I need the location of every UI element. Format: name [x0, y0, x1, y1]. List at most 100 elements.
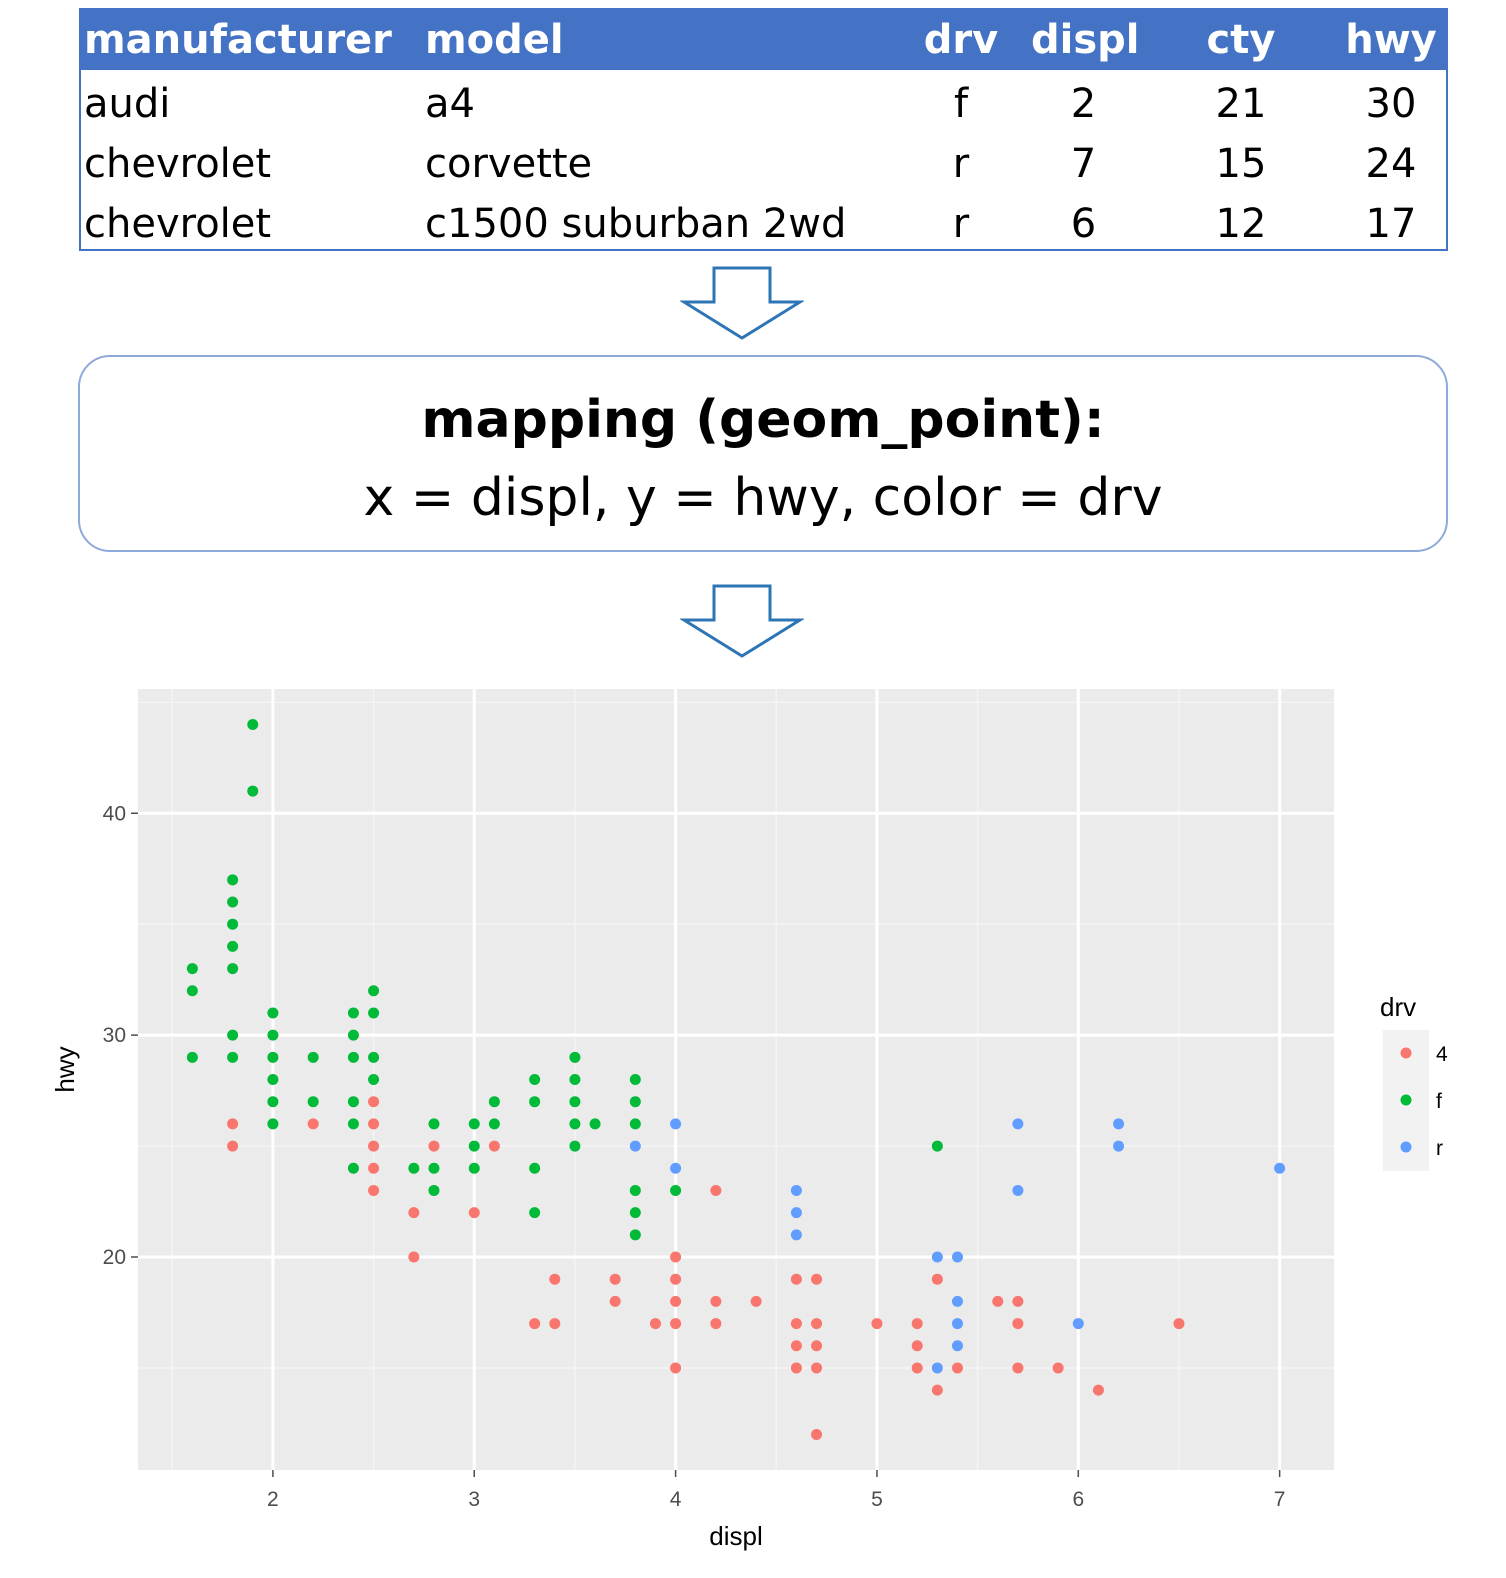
data-point-f — [629, 1207, 641, 1219]
data-point-f — [227, 874, 239, 886]
data-point-f — [347, 1051, 359, 1063]
data-point-4 — [468, 1207, 480, 1219]
data-point-4 — [670, 1251, 682, 1263]
legend: drv 4 f r — [1380, 992, 1448, 1171]
header-drv: drv — [923, 17, 999, 63]
legend-label: 4 — [1436, 1043, 1448, 1066]
data-point-r — [1012, 1118, 1024, 1130]
cell-drv: r — [952, 141, 970, 187]
data-point-f — [428, 1184, 440, 1196]
data-point-r — [951, 1295, 963, 1307]
data-point-4 — [790, 1340, 802, 1352]
table-row: chevrolet corvette r 7 15 24 — [81, 134, 1446, 194]
cell-hwy: 24 — [1365, 141, 1417, 187]
data-point-f — [529, 1162, 541, 1174]
down-arrow-icon — [680, 266, 804, 340]
data-point-4 — [811, 1362, 823, 1374]
y-axis-title: hwy — [50, 1046, 80, 1092]
data-point-4 — [408, 1207, 420, 1219]
data-point-4 — [1012, 1362, 1024, 1374]
data-point-f — [529, 1207, 541, 1219]
data-point-4 — [670, 1273, 682, 1285]
data-point-f — [408, 1162, 420, 1174]
data-point-4 — [790, 1318, 802, 1330]
data-point-f — [267, 1118, 279, 1130]
cell-hwy: 17 — [1365, 201, 1417, 247]
data-point-f — [569, 1140, 581, 1152]
data-point-f — [428, 1118, 440, 1130]
header-cty: cty — [1206, 17, 1276, 63]
data-point-f — [186, 963, 198, 975]
data-point-r — [790, 1207, 802, 1219]
data-point-r — [931, 1362, 943, 1374]
legend-title: drv — [1380, 992, 1416, 1022]
data-point-4 — [670, 1318, 682, 1330]
data-point-4 — [428, 1140, 440, 1152]
data-point-4 — [951, 1362, 963, 1374]
legend-label: f — [1436, 1090, 1442, 1113]
header-hwy: hwy — [1345, 17, 1437, 63]
data-point-4 — [811, 1273, 823, 1285]
data-point-r — [629, 1140, 641, 1152]
data-point-4 — [1012, 1318, 1024, 1330]
data-point-f — [569, 1118, 581, 1130]
x-tick-label: 3 — [468, 1488, 480, 1511]
data-point-f — [347, 1162, 359, 1174]
x-tick-label: 2 — [267, 1488, 279, 1511]
data-point-f — [629, 1184, 641, 1196]
header-manufacturer: manufacturer — [84, 17, 392, 63]
data-point-4 — [368, 1118, 380, 1130]
data-point-f — [247, 719, 259, 730]
data-point-r — [1072, 1318, 1084, 1330]
x-tick-label: 4 — [670, 1488, 682, 1511]
data-point-f — [368, 1051, 380, 1063]
down-arrow-icon — [680, 584, 804, 658]
data-point-4 — [811, 1429, 823, 1440]
cell-manufacturer: chevrolet — [84, 201, 272, 247]
data-point-4 — [649, 1318, 661, 1330]
mapping-body: x = displ, y = hwy, color = drv — [363, 468, 1163, 528]
mapping-title: mapping (geom_point): — [421, 390, 1105, 450]
cell-cty: 21 — [1215, 81, 1267, 127]
data-point-f — [186, 1051, 198, 1063]
data-point-4 — [529, 1318, 541, 1330]
table-row: audi a4 f 2 21 30 — [81, 74, 1446, 134]
data-point-4 — [992, 1295, 1004, 1307]
y-axis: 20 30 40 — [103, 802, 138, 1269]
data-point-4 — [871, 1318, 883, 1330]
data-point-4 — [227, 1140, 239, 1152]
data-point-4 — [1052, 1362, 1064, 1374]
data-point-f — [569, 1096, 581, 1108]
data-point-4 — [670, 1362, 682, 1374]
major-gridlines — [138, 689, 1334, 1470]
data-point-4 — [488, 1140, 500, 1152]
data-point-f — [569, 1074, 581, 1085]
data-point-f — [670, 1184, 682, 1196]
plot-panel — [138, 689, 1334, 1470]
legend-swatch-r — [1400, 1141, 1412, 1153]
data-point-4 — [710, 1184, 722, 1196]
data-point-4 — [911, 1362, 923, 1374]
data-point-f — [368, 1007, 380, 1019]
data-point-4 — [811, 1318, 823, 1330]
data-point-f — [227, 896, 239, 908]
cell-manufacturer: audi — [84, 81, 171, 127]
data-point-4 — [368, 1162, 380, 1174]
data-point-4 — [1092, 1384, 1104, 1396]
data-point-4 — [811, 1340, 823, 1352]
data-point-f — [629, 1096, 641, 1108]
data-point-f — [629, 1074, 641, 1085]
data-point-4 — [549, 1318, 561, 1330]
data-point-f — [227, 1051, 239, 1063]
legend-swatch-f — [1400, 1094, 1412, 1106]
cell-drv: f — [953, 81, 969, 127]
y-tick-label: 20 — [103, 1246, 126, 1269]
cell-drv: r — [952, 201, 970, 247]
data-point-4 — [750, 1295, 762, 1307]
data-point-r — [1113, 1140, 1125, 1152]
cell-model: corvette — [425, 141, 593, 187]
data-point-f — [227, 918, 239, 930]
x-axis-title: displ — [709, 1521, 762, 1551]
data-point-4 — [368, 1140, 380, 1152]
data-point-f — [529, 1096, 541, 1108]
